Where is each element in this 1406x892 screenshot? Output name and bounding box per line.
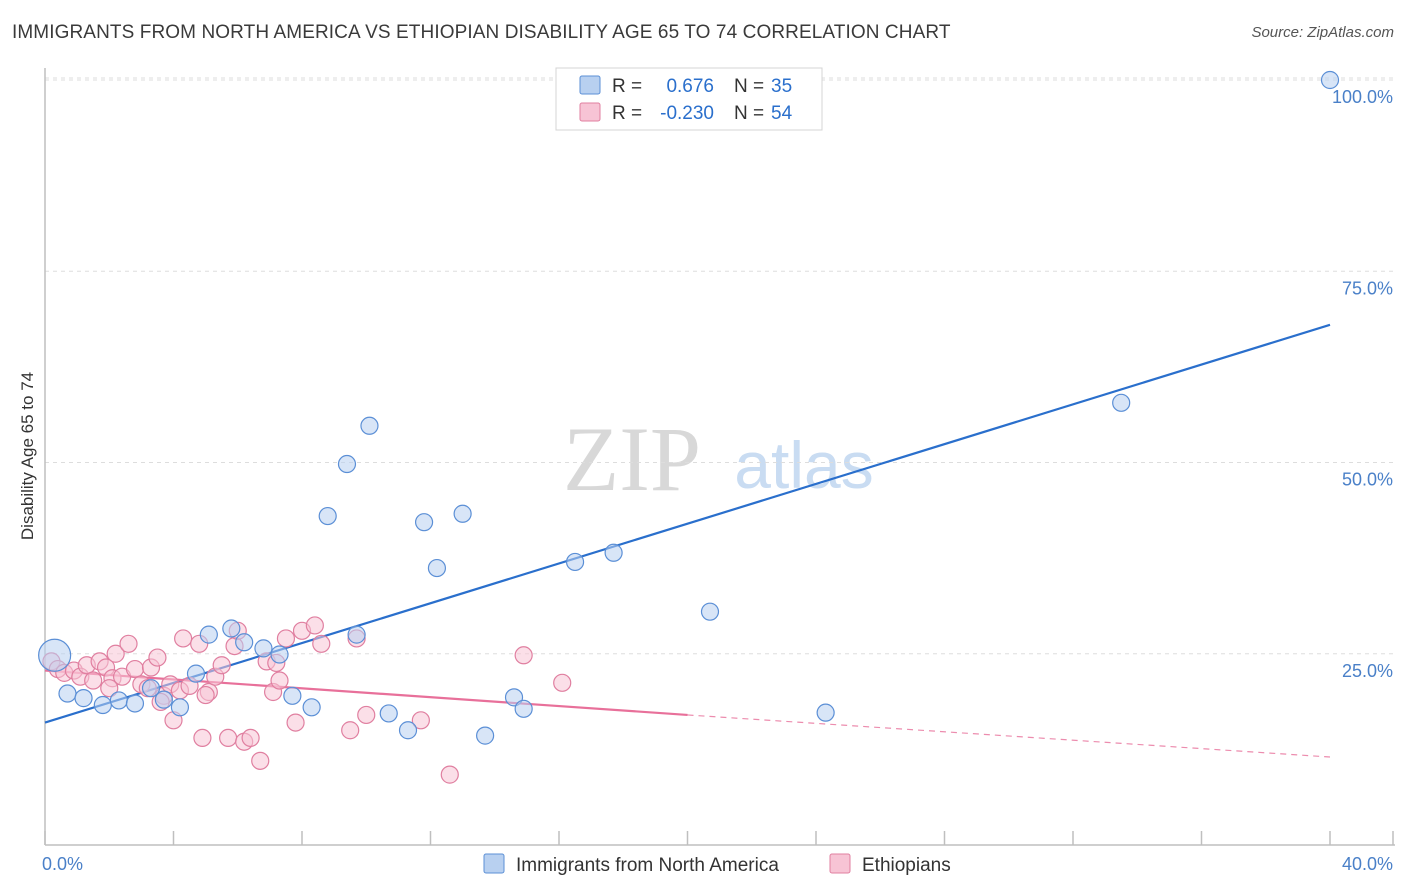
- legend-r-label-0: R =: [612, 76, 642, 97]
- blue-point-30: [604, 543, 623, 562]
- legend-r-value-0: 0.676: [666, 76, 714, 97]
- pink-point-29: [219, 728, 238, 748]
- blue-point-5: [125, 694, 145, 713]
- blue-point-19: [347, 625, 366, 644]
- pink-point-48: [514, 646, 533, 665]
- legend-n-value-1: 54: [771, 103, 793, 124]
- legend-n-value-0: 35: [771, 76, 792, 97]
- blue-point-18: [337, 454, 357, 474]
- blue-point-23: [414, 513, 434, 532]
- pink-point-49: [553, 673, 572, 692]
- legend-r-value-1: -0.230: [660, 103, 714, 124]
- blue-point-25: [453, 504, 472, 523]
- blue-point-14: [270, 645, 289, 664]
- blue-point-11: [222, 619, 241, 638]
- blue-point-34: [1320, 70, 1340, 90]
- blue-point-20: [360, 416, 379, 435]
- x-tick-label-0: 0.0%: [42, 854, 83, 874]
- y-tick-label-2: 75.0%: [1342, 278, 1393, 298]
- pink-point-12: [119, 634, 138, 653]
- blue-point-32: [816, 703, 835, 722]
- blue-point-17: [318, 506, 337, 526]
- legend-bottom-label-0: Immigrants from North America: [516, 855, 779, 876]
- blue-point-6: [141, 679, 161, 698]
- y-tick-label-3: 100.0%: [1332, 87, 1393, 107]
- pink-point-50: [100, 679, 119, 698]
- blue-point-13: [254, 639, 273, 658]
- blue-point-15: [283, 686, 302, 705]
- legend-swatch-pink: [579, 102, 601, 122]
- legend-n-label-1: N =: [734, 103, 764, 124]
- pink-point-39: [286, 713, 305, 732]
- blue-point-16: [302, 698, 321, 717]
- blue-point-26: [476, 726, 495, 745]
- pink-point-13: [125, 659, 145, 679]
- trend-line-1: [44, 669, 688, 717]
- blue-point-4: [109, 691, 128, 710]
- chart-title: IMMIGRANTS FROM NORTH AMERICA VS ETHIOPI…: [12, 22, 951, 43]
- pink-point-25: [193, 728, 212, 748]
- source-label: Source: ZipAtlas.com: [1251, 24, 1394, 41]
- blue-point-29: [565, 552, 585, 572]
- stats-legend: R = 0.676 N = 35 R = -0.230 N = 54: [555, 67, 823, 131]
- pink-point-46: [411, 711, 430, 730]
- pink-point-6: [84, 671, 103, 690]
- legend-bottom-swatch-1: [829, 853, 851, 874]
- legend-bottom-label-1: Ethiopians: [862, 855, 951, 876]
- pink-point-17: [148, 648, 167, 667]
- blue-point-0: [38, 638, 72, 672]
- pink-point-33: [241, 728, 260, 748]
- legend-swatch-blue: [579, 75, 601, 95]
- blue-point-8: [170, 698, 190, 717]
- trend-line-dashed-1: [687, 714, 1331, 758]
- blue-point-12: [235, 633, 254, 652]
- pink-point-45: [357, 705, 376, 725]
- blue-point-21: [379, 704, 398, 723]
- blue-point-10: [199, 625, 218, 644]
- blue-point-33: [1112, 393, 1131, 412]
- y-tick-label-0: 25.0%: [1342, 661, 1393, 681]
- y-tick-label-1: 50.0%: [1342, 470, 1393, 490]
- blue-point-24: [427, 558, 447, 578]
- pink-point-41: [305, 616, 324, 635]
- blue-point-3: [93, 695, 112, 715]
- legend-bottom-swatch-0: [483, 853, 505, 874]
- watermark: ZIP atlas: [563, 408, 874, 510]
- pink-point-47: [440, 765, 459, 784]
- pink-point-38: [276, 629, 296, 648]
- watermark-atlas: atlas: [734, 428, 873, 502]
- blue-point-2: [74, 689, 93, 708]
- series-legend: Immigrants from North America Ethiopians: [483, 853, 951, 876]
- legend-r-label-1: R =: [612, 103, 642, 124]
- blue-point-22: [398, 721, 418, 740]
- blue-point-31: [700, 602, 720, 621]
- blue-point-9: [186, 664, 206, 683]
- pink-point-22: [174, 629, 193, 648]
- pink-point-34: [251, 751, 270, 770]
- pink-point-10: [106, 644, 125, 663]
- pink-point-43: [341, 721, 360, 740]
- blue-point-28: [514, 699, 533, 718]
- pink-point-52: [196, 685, 215, 705]
- pink-point-28: [212, 656, 231, 675]
- pink-point-42: [312, 634, 331, 653]
- pink-point-37: [270, 671, 289, 690]
- blue-point-1: [58, 684, 77, 703]
- blue-point-7: [154, 690, 173, 709]
- x-tick-label-1: 40.0%: [1342, 854, 1393, 874]
- watermark-zip: ZIP: [563, 408, 701, 510]
- trend-line-0: [44, 323, 1331, 724]
- legend-n-label-0: N =: [734, 76, 764, 97]
